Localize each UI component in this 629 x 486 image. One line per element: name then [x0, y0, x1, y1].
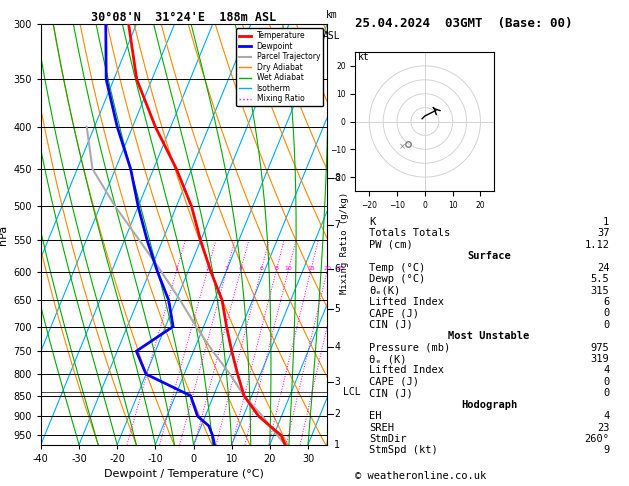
Text: LCL: LCL	[343, 386, 360, 397]
Text: kt: kt	[358, 52, 370, 62]
Text: 6: 6	[603, 297, 610, 307]
Text: 3: 3	[225, 265, 228, 271]
Text: 260°: 260°	[584, 434, 610, 444]
Text: θₑ (K): θₑ (K)	[369, 354, 406, 364]
Text: Pressure (mb): Pressure (mb)	[369, 343, 450, 353]
Y-axis label: hPa: hPa	[0, 225, 8, 244]
Text: 25: 25	[337, 265, 344, 271]
Text: 1: 1	[603, 217, 610, 227]
Text: 4: 4	[238, 265, 243, 271]
Text: 20: 20	[323, 265, 331, 271]
Text: Temp (°C): Temp (°C)	[369, 262, 425, 273]
Text: Hodograph: Hodograph	[461, 399, 517, 410]
Text: 5: 5	[334, 304, 340, 314]
Text: © weatheronline.co.uk: © weatheronline.co.uk	[355, 471, 487, 481]
Text: PW (cm): PW (cm)	[369, 240, 413, 250]
Text: 975: 975	[591, 343, 610, 353]
Text: 2: 2	[206, 265, 209, 271]
Text: 23: 23	[597, 422, 610, 433]
Text: 8: 8	[274, 265, 278, 271]
Text: 7: 7	[334, 220, 340, 230]
Legend: Temperature, Dewpoint, Parcel Trajectory, Dry Adiabat, Wet Adiabat, Isotherm, Mi: Temperature, Dewpoint, Parcel Trajectory…	[236, 28, 323, 106]
Text: 8: 8	[334, 173, 340, 183]
Text: ×: ×	[399, 142, 406, 151]
Text: 6: 6	[334, 264, 340, 274]
Text: StmDir: StmDir	[369, 434, 406, 444]
Text: 15: 15	[307, 265, 314, 271]
Text: Lifted Index: Lifted Index	[369, 365, 443, 376]
X-axis label: Dewpoint / Temperature (°C): Dewpoint / Temperature (°C)	[104, 469, 264, 479]
Text: 1.12: 1.12	[584, 240, 610, 250]
Text: 6: 6	[259, 265, 263, 271]
Text: 3: 3	[334, 377, 340, 387]
Text: km: km	[326, 10, 338, 20]
Text: 0: 0	[603, 308, 610, 318]
Text: 0: 0	[603, 388, 610, 399]
Text: CIN (J): CIN (J)	[369, 320, 413, 330]
Text: 0: 0	[603, 320, 610, 330]
Text: 1: 1	[334, 440, 340, 451]
Text: Dewp (°C): Dewp (°C)	[369, 274, 425, 284]
Text: 1: 1	[175, 265, 179, 271]
Text: θₑ(K): θₑ(K)	[369, 285, 400, 295]
Text: StmSpd (kt): StmSpd (kt)	[369, 445, 438, 455]
Text: SREH: SREH	[369, 422, 394, 433]
Text: 10: 10	[284, 265, 292, 271]
Text: 4: 4	[334, 342, 340, 352]
Text: Mixing Ratio (g/kg): Mixing Ratio (g/kg)	[340, 192, 349, 294]
Text: 5.5: 5.5	[591, 274, 610, 284]
Text: CIN (J): CIN (J)	[369, 388, 413, 399]
Text: CAPE (J): CAPE (J)	[369, 308, 419, 318]
Text: Lifted Index: Lifted Index	[369, 297, 443, 307]
Text: EH: EH	[369, 411, 381, 421]
Text: Totals Totals: Totals Totals	[369, 228, 450, 239]
Text: 25.04.2024  03GMT  (Base: 00): 25.04.2024 03GMT (Base: 00)	[355, 17, 573, 30]
Text: 4: 4	[603, 411, 610, 421]
Text: 24: 24	[597, 262, 610, 273]
Text: 315: 315	[591, 285, 610, 295]
Text: Most Unstable: Most Unstable	[448, 331, 530, 341]
Text: K: K	[369, 217, 375, 227]
Text: 0: 0	[603, 377, 610, 387]
Text: ASL: ASL	[323, 31, 341, 41]
Text: 4: 4	[603, 365, 610, 376]
Text: 37: 37	[597, 228, 610, 239]
Title: 30°08'N  31°24'E  188m ASL: 30°08'N 31°24'E 188m ASL	[91, 11, 277, 24]
Text: CAPE (J): CAPE (J)	[369, 377, 419, 387]
Text: 9: 9	[603, 445, 610, 455]
Text: 319: 319	[591, 354, 610, 364]
Text: 2: 2	[334, 409, 340, 419]
Text: Surface: Surface	[467, 251, 511, 261]
